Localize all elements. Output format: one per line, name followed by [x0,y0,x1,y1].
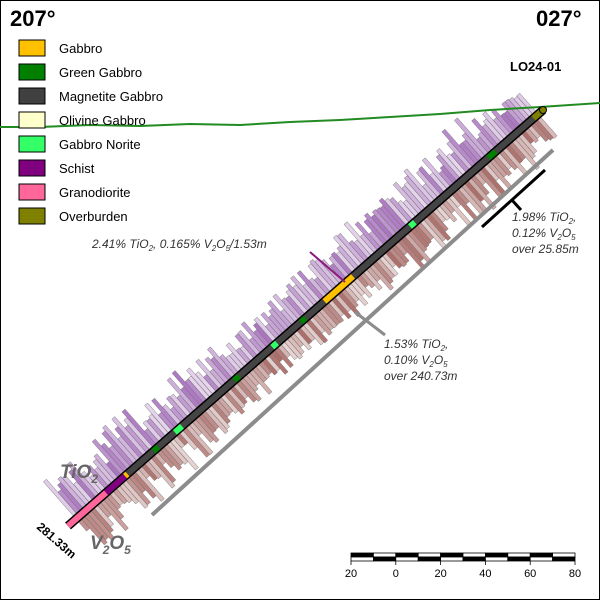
hole-id: LO24-01 [510,59,561,74]
legend-swatch [18,183,46,201]
gabbro-norite-segment [408,220,417,229]
scale-block [440,552,464,558]
long-intercept-guide [150,148,555,517]
gabbro-segment [322,274,355,304]
drill-hole-trace [65,106,547,530]
scale-block [395,556,419,562]
schist-segment [104,473,127,495]
legend-item: Magnetite Gabbro [18,87,163,105]
scale-block [552,552,576,558]
legend-swatch [18,207,46,225]
granodiorite-segment [66,490,108,529]
scale-bar: 20 0 20 40 60 80 [345,552,581,580]
legend-label: Granodiorite [59,185,131,200]
svg-text:1.53% TiO2,: 1.53% TiO2, [384,337,448,353]
scale-block [507,552,531,558]
legend: Gabbro Green Gabbro Magnetite Gabbro Olivin… [18,39,163,225]
scale-tick-label: 20 [345,568,357,580]
gabbro-norite-segment [172,423,184,435]
scale-block [529,556,554,562]
upper-intercept-bracket [480,168,547,229]
scale-tick-label: 0 [393,568,399,580]
narrow-intercept-label: 2.41% TiO2, 0.165% V2O5/1.53m [91,237,267,253]
legend-item: Overburden [18,207,128,225]
legend-swatch [18,63,46,81]
scale-tick-label: 60 [524,568,536,580]
scale-block [350,552,374,558]
scale-block [440,556,464,562]
green-gabbro-segment [151,444,161,454]
scale-block [372,552,397,558]
long-intercept-label: 1.53% TiO2, 0.10% V2O5 over 240.73m [384,337,457,383]
legend-item: Schist [18,159,95,177]
long-intercept-pointer [354,310,386,337]
svg-text:over 240.73m: over 240.73m [384,369,457,383]
scale-block [484,556,509,562]
scale-tick-label: 80 [569,568,581,580]
legend-swatch [18,135,46,153]
legend-label: Magnetite Gabbro [59,89,163,104]
collar-marker [539,106,547,114]
scale-block [350,556,374,562]
legend-item: Gabbro [18,39,102,57]
legend-label: Schist [59,161,95,176]
scale-block [372,556,397,562]
scale-tick-label: 40 [479,568,491,580]
legend-swatch [18,111,46,129]
legend-item: Gabbro Norite [18,135,141,153]
svg-text:1.98% TiO2,: 1.98% TiO2, [512,210,576,226]
narrow-intercept-pointer [309,251,346,283]
scale-block [529,552,554,558]
legend-swatch [18,159,46,177]
green-gabbro-segment [232,373,241,383]
svg-text:0.10% V2O5: 0.10% V2O5 [384,353,448,369]
scale-block [507,556,531,562]
legend-label: Olivine Gabbro [59,113,146,128]
gabbro-norite-segment [270,340,279,350]
left-azimuth: 207° [10,6,56,31]
green-gabbro-segment [486,149,498,161]
right-azimuth: 027° [536,6,582,31]
scale-block [395,552,419,558]
tio2-axis-label: TiO2 [60,462,98,486]
legend-label: Overburden [59,209,128,224]
scale-block [417,556,442,562]
legend-item: Granodiorite [18,183,131,201]
scale-tick-label: 20 [434,568,446,580]
svg-text:0.12% V2O5: 0.12% V2O5 [512,226,576,242]
legend-label: Gabbro Norite [59,137,141,152]
v2o5-axis-label: V2O5 [90,533,131,557]
legend-label: Gabbro [59,41,102,56]
legend-item: Olivine Gabbro [18,111,146,129]
legend-item: Green Gabbro [18,63,142,81]
tio2-histogram [43,92,539,520]
gabbro-segment [123,471,130,479]
scale-block [552,556,576,562]
scale-block [462,556,486,562]
green-gabbro-segment [298,315,308,325]
svg-text:over 25.85m: over 25.85m [512,242,579,256]
legend-label: Green Gabbro [59,65,142,80]
scale-block [484,552,509,558]
legend-swatch [18,39,46,57]
upper-intercept-tick [509,197,523,212]
scale-block [417,552,442,558]
upper-intercept-label: 1.98% TiO2, 0.12% V2O5 over 25.85m [512,210,579,256]
ground-surface-line [0,102,600,128]
legend-swatch [18,87,46,105]
scale-block [462,552,486,558]
v2o5-histogram [75,113,558,546]
